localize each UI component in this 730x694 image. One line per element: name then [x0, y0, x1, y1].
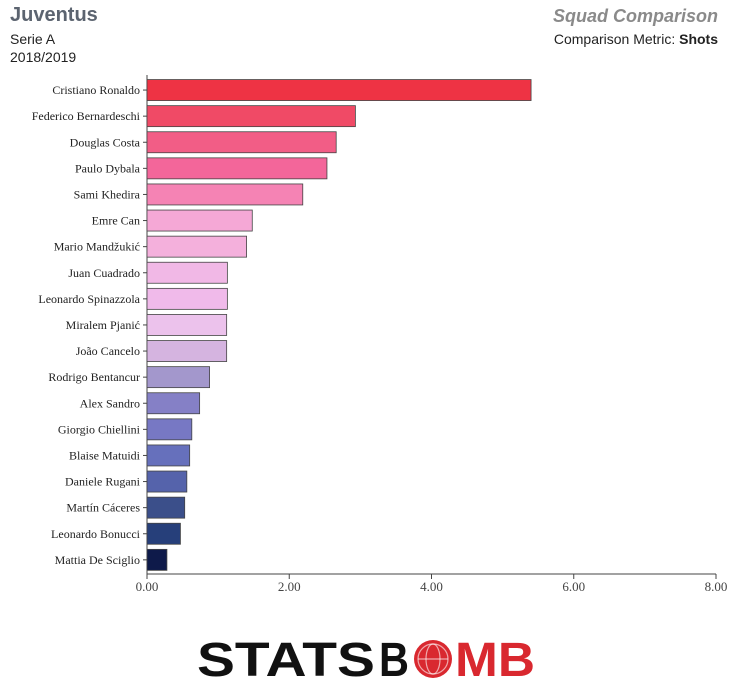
y-tick-label: Martín Cáceres: [66, 501, 140, 515]
bar: [146, 418, 193, 441]
y-tick-label: Miralem Pjanić: [66, 318, 140, 332]
bar: [146, 235, 247, 258]
y-tick-label: Rodrigo Bentancur: [48, 370, 140, 384]
y-tick-label: Douglas Costa: [70, 135, 141, 149]
bar: [146, 287, 228, 310]
x-tick-label: 2.00: [278, 579, 301, 594]
x-tick-label: 8.00: [705, 579, 728, 594]
bar: [146, 470, 188, 493]
y-tick-label: Leonardo Spinazzola: [38, 292, 140, 306]
bar: [146, 366, 210, 389]
bar: [146, 314, 228, 336]
logo-text-right: MB: [455, 634, 535, 682]
y-tick-label: João Cancelo: [76, 344, 140, 358]
y-tick-label: Federico Bernardeschi: [32, 109, 141, 123]
team-name: Juventus: [10, 4, 98, 26]
bar: [146, 392, 201, 415]
bar: [146, 131, 337, 154]
comparison-metric: Comparison Metric: Shots: [554, 31, 718, 47]
season: 2018/2019: [10, 49, 77, 65]
metric-label: Comparison Metric:: [553, 31, 676, 47]
logo-letter-b: B: [379, 634, 409, 682]
bar: [146, 157, 328, 180]
x-tick-label: 4.00: [420, 579, 443, 594]
bar: [146, 209, 253, 232]
logo-text-left: STATS: [197, 634, 375, 682]
bar: [146, 522, 181, 545]
x-tick-label: 6.00: [562, 579, 585, 594]
y-tick-label: Giorgio Chiellini: [58, 422, 141, 436]
y-tick-label: Sami Khedira: [74, 187, 141, 201]
statsbomb-logo: STATS B MB: [197, 634, 535, 682]
y-tick-label: Mattia De Sciglio: [55, 553, 140, 567]
y-tick-label: Daniele Rugani: [65, 475, 141, 489]
bar: [146, 183, 304, 206]
y-tick-label: Emre Can: [92, 214, 140, 228]
comparison-title: Squad Comparison: [552, 6, 718, 26]
bar: [146, 548, 168, 571]
league-name: Serie A: [10, 31, 56, 47]
bar: [146, 261, 228, 284]
y-tick-label: Cristiano Ronaldo: [52, 83, 140, 97]
bomb-o-icon: [414, 640, 452, 678]
y-tick-label: Paulo Dybala: [75, 161, 141, 175]
y-tick-label: Mario Mandžukić: [54, 240, 140, 254]
bar: [146, 105, 356, 128]
bar-chart: Cristiano Ronaldo Federico Bernardeschi Do…: [32, 75, 728, 594]
x-tick-label: 0.00: [136, 579, 159, 594]
bar: [146, 79, 532, 101]
y-tick-label: Blaise Matuidi: [69, 448, 141, 462]
bar: [146, 340, 228, 362]
y-tick-label: Alex Sandro: [80, 396, 140, 410]
y-tick-label: Leonardo Bonucci: [51, 527, 141, 541]
bar: [146, 444, 191, 467]
y-tick-label: Juan Cuadrado: [68, 266, 140, 280]
bar: [146, 496, 186, 519]
metric-value: Shots: [679, 31, 718, 47]
